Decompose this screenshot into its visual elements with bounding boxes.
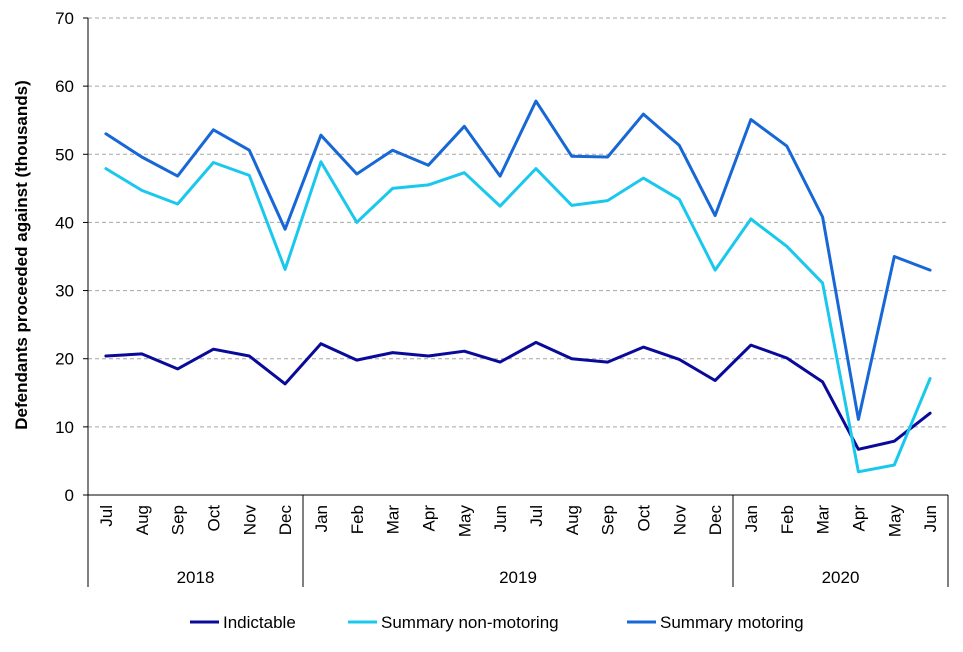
legend: Indictable Summary non-motoring Summary mo… bbox=[190, 613, 804, 632]
x-tick-label: Aug bbox=[563, 505, 582, 535]
x-tick-label: Jun bbox=[491, 505, 510, 532]
x-tick-label: Feb bbox=[348, 505, 367, 534]
legend-label: Summary motoring bbox=[660, 613, 804, 632]
y-tick-label: 10 bbox=[55, 418, 74, 437]
x-tick-label: Mar bbox=[384, 505, 403, 535]
series-line-summary-non-motoring bbox=[104, 160, 932, 474]
series-lines bbox=[104, 99, 932, 474]
x-tick-label: Feb bbox=[778, 505, 797, 534]
y-tick-label: 70 bbox=[55, 9, 74, 28]
legend-label: Indictable bbox=[223, 613, 296, 632]
x-tick-label: Jan bbox=[312, 505, 331, 532]
x-tick-label: Dec bbox=[276, 505, 295, 536]
year-group-label: 2018 bbox=[177, 568, 215, 587]
x-tick-label: Jul bbox=[97, 505, 116, 527]
x-tick-label: Aug bbox=[133, 505, 152, 535]
x-tick-label: Apr bbox=[419, 505, 438, 532]
year-group-label: 2019 bbox=[499, 568, 537, 587]
x-tick-label: Mar bbox=[814, 505, 833, 535]
x-tick-label: Jan bbox=[742, 505, 761, 532]
gridlines bbox=[88, 17, 948, 428]
x-tick-label: Oct bbox=[204, 505, 223, 532]
x-tick-label: Sep bbox=[169, 505, 188, 535]
legend-label: Summary non-motoring bbox=[381, 613, 559, 632]
y-tick-label: 30 bbox=[55, 282, 74, 301]
series-line-summary-motoring bbox=[104, 99, 932, 421]
y-tick-label: 20 bbox=[55, 350, 74, 369]
y-tick-label: 50 bbox=[55, 145, 74, 164]
x-tick-label: May bbox=[885, 505, 904, 538]
y-tick-label: 40 bbox=[55, 213, 74, 232]
x-tick-label: Jun bbox=[921, 505, 940, 532]
y-tick-label: 60 bbox=[55, 77, 74, 96]
x-tick-label: Jul bbox=[527, 505, 546, 527]
year-group-label: 2020 bbox=[822, 568, 860, 587]
y-tick-label: 0 bbox=[65, 486, 74, 505]
y-axis-label: Defendants proceeded against (thousands) bbox=[12, 80, 31, 430]
x-tick-label: Nov bbox=[240, 505, 259, 536]
axes: 0 10 20 30 40 50 60 70 Jul Aug Sep Oct Nov Dec Jan Feb M… bbox=[55, 9, 949, 587]
series-line-indictable bbox=[104, 340, 932, 451]
x-tick-label: May bbox=[455, 505, 474, 538]
x-tick-label: Oct bbox=[634, 505, 653, 532]
x-tick-label: Sep bbox=[599, 505, 618, 535]
x-tick-label: Nov bbox=[670, 505, 689, 536]
x-tick-label: Dec bbox=[706, 505, 725, 536]
x-tick-label: Apr bbox=[849, 505, 868, 532]
